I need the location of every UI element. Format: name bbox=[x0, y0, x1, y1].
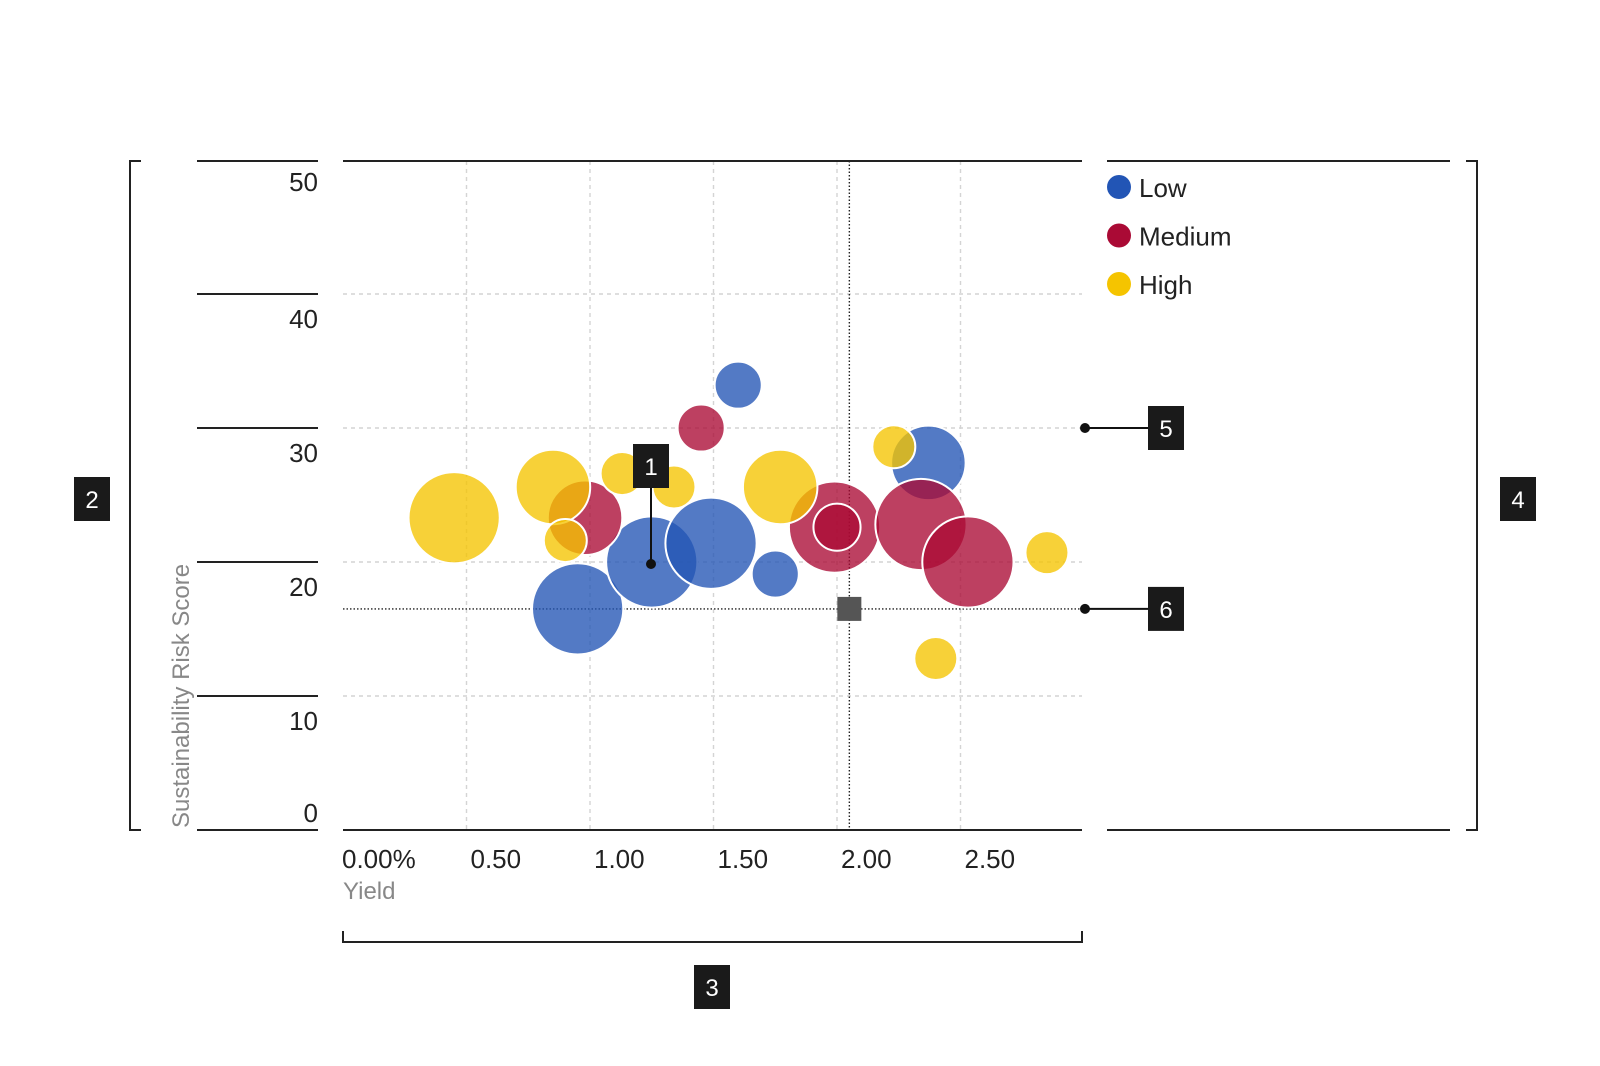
bubble-high bbox=[913, 635, 959, 681]
bubble-medium bbox=[812, 502, 862, 552]
reference-marker bbox=[837, 596, 862, 621]
callout-box bbox=[633, 444, 669, 488]
legend-label-low: Low bbox=[1139, 173, 1187, 203]
bubble-low bbox=[750, 549, 800, 599]
bubble-low bbox=[713, 360, 763, 410]
y-axis-title: Sustainability Risk Score bbox=[168, 564, 195, 828]
x-tick-label: 0.00% bbox=[342, 844, 416, 874]
callout-number: 5 bbox=[1159, 416, 1172, 443]
x-tick-label: 2.00 bbox=[841, 844, 892, 874]
callout-number: 4 bbox=[1511, 487, 1524, 514]
callout-box bbox=[1500, 477, 1536, 521]
legend-swatch-medium bbox=[1107, 223, 1131, 248]
x-tick-label: 2.50 bbox=[965, 844, 1016, 874]
x-tick-label: 0.50 bbox=[471, 844, 522, 874]
callout-5: 5 bbox=[1148, 406, 1184, 450]
bubble-high bbox=[407, 471, 501, 565]
callout-box bbox=[1148, 406, 1184, 450]
bubbles bbox=[407, 360, 1070, 681]
callout-3: 3 bbox=[694, 965, 730, 1009]
reference-lines bbox=[343, 161, 1082, 830]
bubble-medium bbox=[921, 515, 1015, 609]
callout-number: 1 bbox=[644, 454, 657, 481]
bubble-high bbox=[542, 518, 588, 564]
legend-swatch-high bbox=[1107, 272, 1131, 296]
callout-dot-1 bbox=[646, 559, 656, 569]
legend: Low Medium High bbox=[1107, 173, 1231, 300]
left-bracket bbox=[129, 160, 141, 831]
legend-label-high: High bbox=[1139, 270, 1192, 300]
callout-number: 2 bbox=[85, 487, 98, 514]
callout-dot-5 bbox=[1080, 423, 1090, 433]
bubble-low bbox=[664, 496, 758, 590]
y-tick-label: 50 bbox=[289, 167, 318, 197]
bubble-low bbox=[531, 562, 625, 656]
y-tick-label: 10 bbox=[289, 706, 318, 736]
y-tick-label: 40 bbox=[289, 304, 318, 334]
callout-2: 2 bbox=[74, 477, 110, 521]
bubble-high bbox=[871, 424, 917, 470]
callout-box bbox=[74, 477, 110, 521]
callouts: 1 2 3 4 5 6 bbox=[74, 406, 1536, 1009]
bubble-high bbox=[514, 448, 592, 526]
right-bracket bbox=[1466, 160, 1478, 831]
bottom-bracket bbox=[342, 931, 1083, 943]
callout-box bbox=[694, 965, 730, 1009]
chart-frame bbox=[129, 160, 1478, 943]
callout-number: 3 bbox=[705, 975, 718, 1002]
callout-6: 6 bbox=[1148, 586, 1184, 631]
tick-labels: 0 10 20 30 40 50 0.00% 0.50 1.00 1.50 2.00 2.50 bbox=[289, 167, 1015, 874]
x-tick-label: 1.00 bbox=[594, 844, 645, 874]
x-tick-label: 1.50 bbox=[718, 844, 769, 874]
callout-number: 6 bbox=[1159, 597, 1172, 624]
legend-swatch-low bbox=[1107, 175, 1131, 199]
callout-1: 1 bbox=[633, 444, 669, 488]
bubble-high bbox=[1024, 530, 1070, 576]
y-tick-label: 30 bbox=[289, 438, 318, 468]
y-tick-label: 0 bbox=[304, 798, 318, 828]
legend-label-medium: Medium bbox=[1139, 222, 1231, 252]
callout-box bbox=[1148, 586, 1184, 631]
y-tick-label: 20 bbox=[289, 572, 318, 602]
x-axis-title: Yield bbox=[343, 878, 395, 905]
bubble-medium bbox=[676, 403, 726, 453]
callout-4: 4 bbox=[1500, 477, 1536, 521]
bubble-high bbox=[741, 448, 819, 526]
callout-dot-6 bbox=[1080, 603, 1090, 614]
